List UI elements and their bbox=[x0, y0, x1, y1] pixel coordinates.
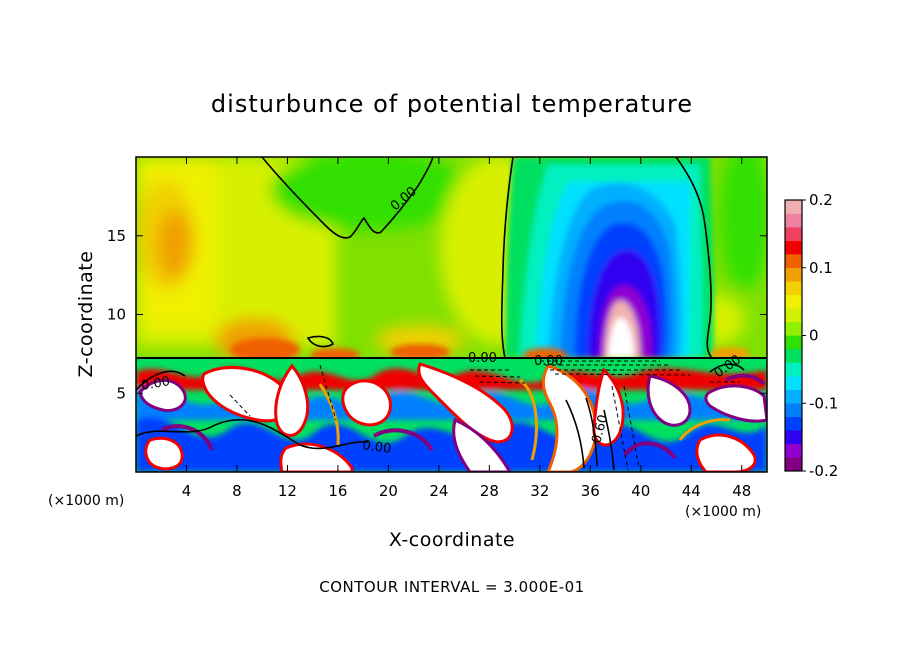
contour-interval-text: CONTOUR INTERVAL = 3.000E-01 bbox=[319, 578, 584, 596]
x-tick-label: 8 bbox=[232, 482, 242, 500]
x-tick-label: 12 bbox=[278, 482, 297, 500]
colorbar-swatch bbox=[785, 403, 802, 417]
colorbar-swatch bbox=[785, 430, 802, 445]
y-axis-title: Z-coordinate bbox=[75, 251, 97, 378]
contour-label: 0.60 bbox=[589, 413, 611, 445]
heatmap-lower-turbulence bbox=[136, 358, 767, 472]
colorbar-swatch bbox=[785, 240, 802, 255]
lower-white-structures bbox=[138, 362, 767, 472]
x-tick-label: 32 bbox=[530, 482, 549, 500]
colorbar-swatch bbox=[785, 294, 802, 309]
x-tick-label: 40 bbox=[631, 482, 650, 500]
x-unit-label-right: (×1000 m) bbox=[685, 504, 761, 520]
colorbar-swatch bbox=[785, 376, 802, 390]
colorbar-swatch bbox=[785, 349, 802, 363]
colorbar-swatch bbox=[785, 321, 802, 336]
colorbar-tick-label: -0.1 bbox=[809, 394, 838, 412]
x-tick-label: 36 bbox=[581, 482, 600, 500]
colorbar-swatch bbox=[785, 254, 802, 268]
colorbar-tick-label: 0.2 bbox=[809, 191, 833, 209]
x-unit-label-left: (×1000 m) bbox=[48, 493, 124, 509]
y-tick-label: 15 bbox=[107, 227, 126, 245]
colorbar-swatch bbox=[785, 335, 802, 350]
chart-title: disturbunce of potential temperature bbox=[211, 90, 693, 118]
heatmap-cold-plume bbox=[505, 157, 714, 358]
colorbar-tick-label: -0.2 bbox=[809, 462, 838, 480]
colorbar-swatch bbox=[785, 200, 802, 214]
colorbar-swatch bbox=[785, 443, 802, 458]
colorbar-swatch bbox=[785, 308, 802, 323]
colorbar-tick-label: 0 bbox=[809, 327, 819, 345]
contour-dashed-lines bbox=[229, 360, 740, 471]
x-tick-label: 48 bbox=[732, 482, 751, 500]
contour-label: 0.00 bbox=[534, 354, 563, 369]
colorbar-tick-label: 0.1 bbox=[809, 259, 833, 277]
contour-label: 0.00 bbox=[140, 374, 171, 394]
colorbar-swatch bbox=[785, 457, 802, 472]
colorbar-swatch bbox=[785, 416, 802, 431]
colorbar-swatch bbox=[785, 389, 802, 404]
lower-purple-swirls bbox=[161, 373, 766, 460]
interface-line bbox=[136, 357, 767, 359]
colorbar: 0.2 0.1 0 -0.1 -0.2 bbox=[784, 191, 838, 480]
x-tick-label: 28 bbox=[480, 482, 499, 500]
colorbar-swatch bbox=[785, 227, 802, 241]
x-tick-label: 16 bbox=[328, 482, 347, 500]
y-tick-label: 5 bbox=[116, 384, 126, 402]
heatmap-field: 0.00 0.00 0.00 0.00 0.00 0.60 0.00 bbox=[136, 157, 767, 472]
colorbar-swatch bbox=[785, 213, 802, 228]
contour-label: 0.00 bbox=[361, 438, 392, 457]
lower-orange-swirls bbox=[318, 378, 731, 461]
y-tick-label: 10 bbox=[107, 306, 126, 324]
contour-lines bbox=[136, 157, 745, 471]
contour-label: 0.00 bbox=[468, 351, 497, 366]
colorbar-swatch bbox=[785, 267, 802, 282]
x-tick-label: 4 bbox=[182, 482, 192, 500]
x-tick-label: 20 bbox=[379, 482, 398, 500]
colorbar-swatch bbox=[785, 362, 802, 377]
colorbar-swatch bbox=[785, 281, 802, 296]
x-tick-label: 24 bbox=[429, 482, 448, 500]
x-tick-label: 44 bbox=[682, 482, 701, 500]
x-axis-title: X-coordinate bbox=[389, 529, 515, 551]
